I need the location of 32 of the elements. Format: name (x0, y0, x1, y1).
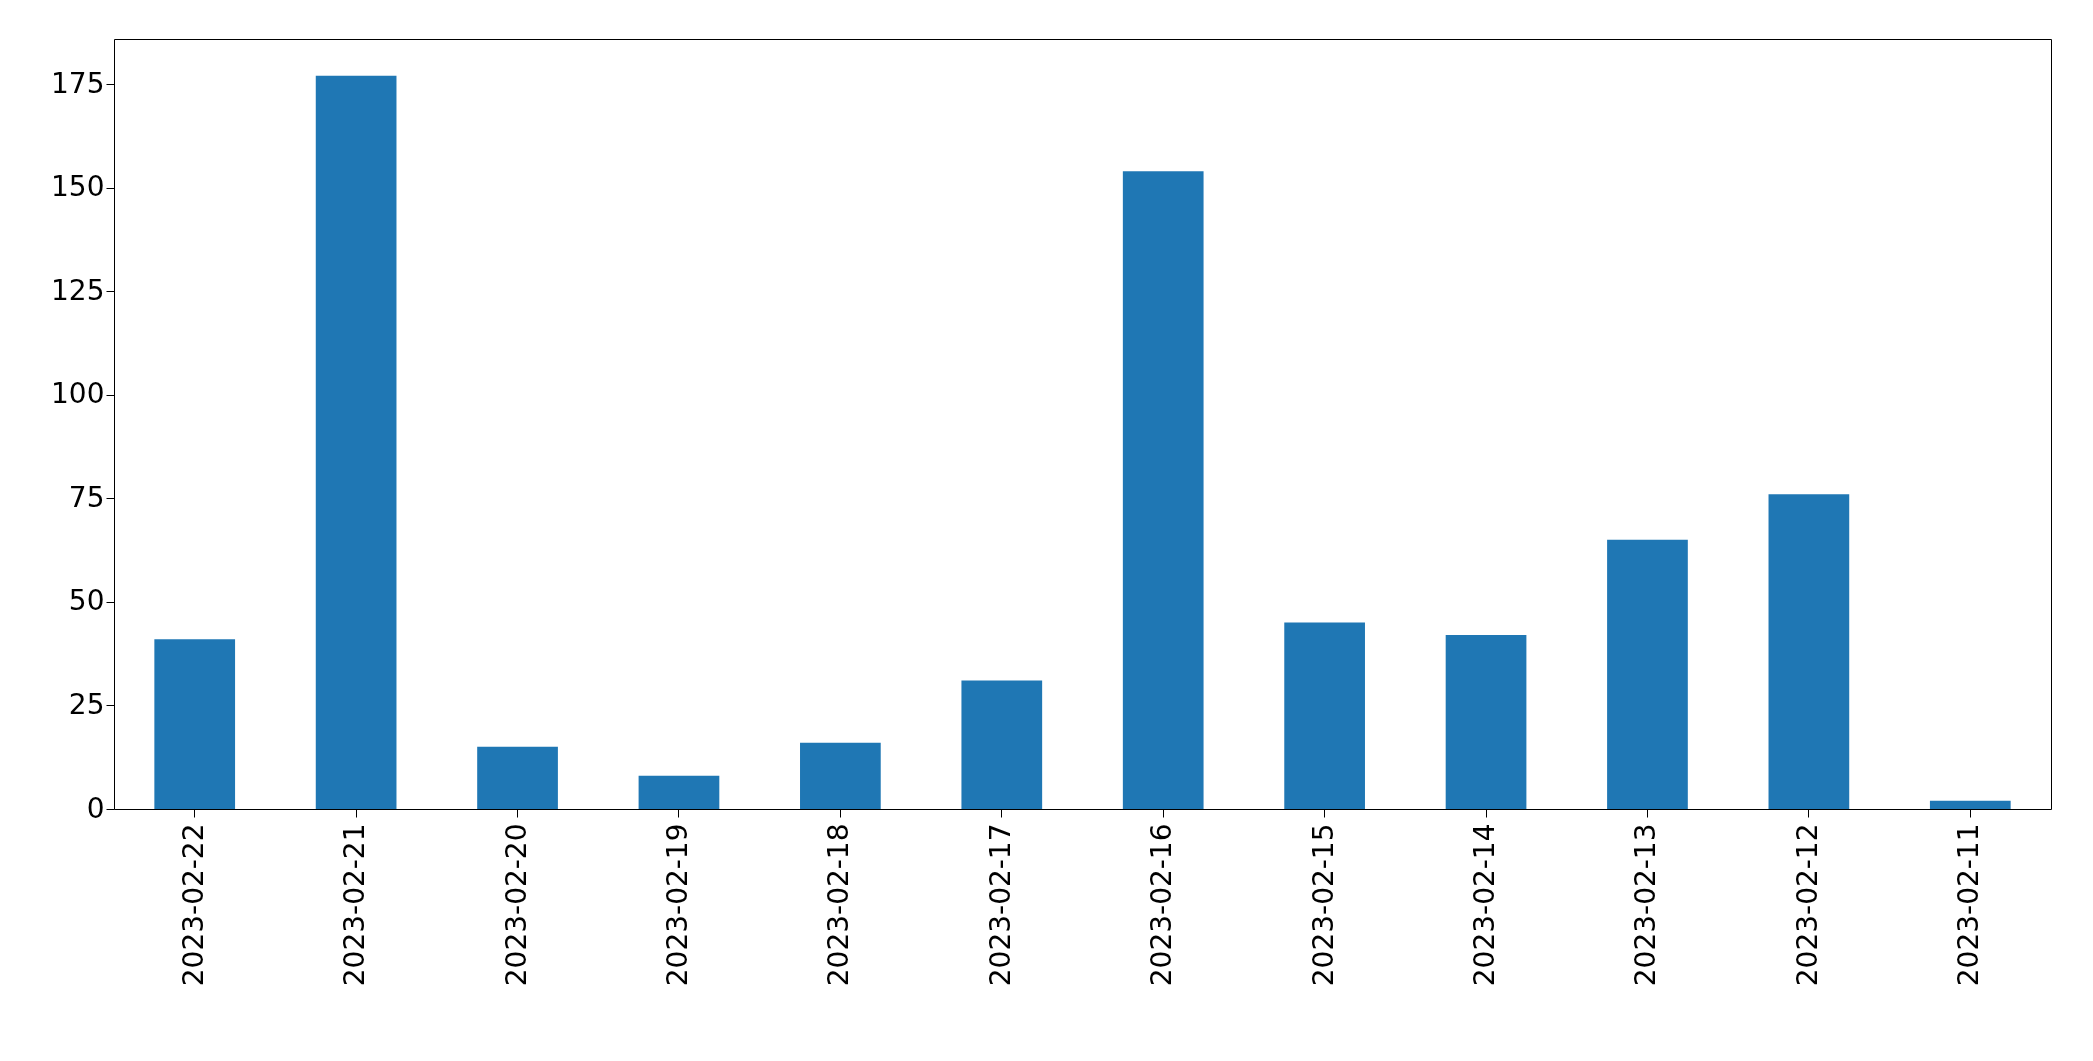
x-tick-label: 2023-02-13 (1629, 823, 1663, 987)
y-tick-label: 25 (68, 687, 105, 721)
x-tick-label: 2023-02-22 (176, 823, 210, 987)
bar (1768, 494, 1850, 809)
y-tick-label: 175 (51, 66, 105, 100)
y-tick-label: 125 (51, 273, 105, 307)
bar (800, 742, 881, 809)
bar (477, 746, 558, 809)
x-tick-label: 2023-02-16 (1145, 823, 1179, 987)
y-tick-label: 0 (86, 791, 105, 825)
x-tick-label: 2023-02-18 (822, 823, 856, 987)
bar (1929, 800, 2011, 809)
bar (315, 75, 397, 809)
bar (1445, 635, 1527, 809)
x-tick-label: 2023-02-17 (983, 823, 1017, 987)
y-tick-label: 100 (51, 377, 105, 411)
x-tick-label: 2023-02-19 (660, 823, 694, 987)
bar (961, 680, 1043, 809)
y-tick-label: 150 (51, 170, 105, 204)
y-tick-label: 50 (68, 584, 105, 618)
bar (1122, 171, 1204, 809)
x-tick-label: 2023-02-15 (1306, 823, 1340, 987)
x-tick-label: 2023-02-12 (1790, 823, 1824, 987)
x-tick-label: 2023-02-21 (338, 823, 372, 987)
bar (154, 639, 236, 809)
y-tick-label: 75 (68, 480, 105, 514)
bar (638, 775, 720, 809)
bar (1607, 539, 1688, 809)
x-tick-label: 2023-02-20 (499, 823, 533, 987)
x-tick-label: 2023-02-11 (1952, 823, 1986, 987)
bar (1284, 622, 1365, 809)
x-tick-label: 2023-02-14 (1468, 823, 1502, 987)
